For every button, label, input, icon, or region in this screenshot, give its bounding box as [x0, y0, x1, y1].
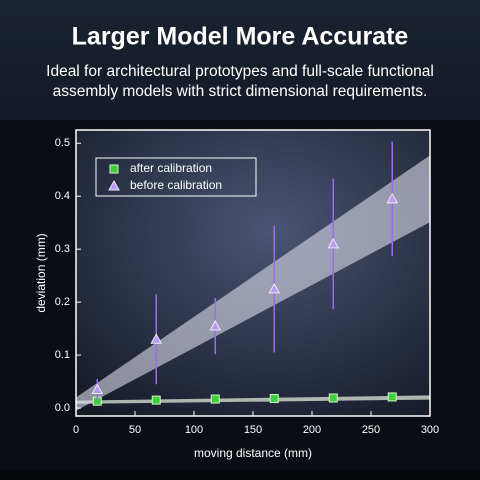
point	[387, 392, 397, 402]
point	[328, 393, 338, 403]
y-tick-label: 0.4	[55, 190, 70, 202]
x-tick-label: 300	[421, 424, 439, 436]
y-tick-label: 0.2	[55, 296, 70, 308]
title: Larger Model More Accurate	[72, 23, 409, 51]
y-tick-label: 0.3	[55, 243, 70, 255]
x-tick-label: 250	[362, 424, 380, 436]
point	[327, 237, 340, 249]
x-tick-label: 0	[73, 424, 79, 436]
confidence-band	[76, 155, 430, 411]
legend-marker	[108, 179, 120, 191]
legend-box	[95, 157, 257, 197]
point	[151, 395, 161, 405]
x-axis-label: moving distance (mm)	[194, 446, 312, 460]
point	[210, 394, 220, 404]
point	[91, 383, 104, 395]
legend-label: before calibration	[130, 178, 222, 192]
y-tick-label: 0.0	[55, 402, 70, 414]
y-tick-label: 0.5	[55, 137, 70, 149]
y-axis-label: deviation (mm)	[34, 233, 48, 312]
point	[209, 319, 222, 331]
confidence-band	[76, 395, 430, 404]
point	[268, 282, 281, 294]
subtitle: assembly models with strict dimensional …	[53, 83, 428, 100]
x-tick-label: 200	[303, 424, 321, 436]
point	[150, 333, 163, 344]
subtitle: Ideal for architectural prototypes and f…	[46, 63, 434, 80]
point	[386, 192, 399, 204]
y-tick-label: 0.1	[55, 349, 70, 361]
point	[269, 394, 279, 404]
legend-marker	[109, 164, 119, 174]
legend-label: after calibration	[130, 161, 212, 175]
x-tick-label: 150	[244, 424, 262, 436]
x-tick-label: 50	[129, 424, 141, 436]
x-tick-label: 100	[185, 424, 203, 436]
